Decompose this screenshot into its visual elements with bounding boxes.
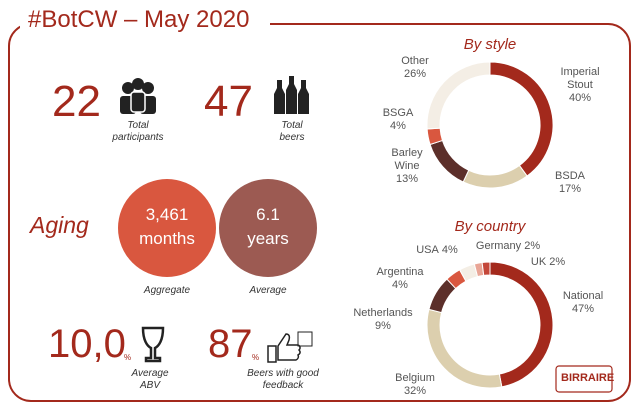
donut-segment bbox=[481, 261, 491, 276]
aggregate-label: Aggregate bbox=[143, 285, 191, 296]
segment-value: 4% bbox=[392, 279, 408, 291]
segment-value: 26% bbox=[403, 68, 427, 80]
chart-title: By style bbox=[463, 36, 517, 53]
page-title: #BotCW – May 2020 bbox=[28, 6, 250, 33]
segment-label: Other 26% bbox=[401, 55, 429, 81]
donut-segment bbox=[426, 61, 491, 130]
chart-title: By country bbox=[454, 218, 526, 235]
donut-segment bbox=[489, 61, 554, 177]
beers-label: Total beers bbox=[279, 120, 305, 143]
segment-name: Belgium bbox=[395, 372, 435, 384]
segment-label: UK 2% bbox=[531, 256, 565, 269]
abv-label: Average ABV bbox=[131, 368, 169, 391]
segment-label: BSGA 4% bbox=[383, 107, 414, 133]
segment-value: 2% bbox=[524, 240, 541, 252]
glass-icon bbox=[141, 326, 165, 363]
segment-name: Netherlands bbox=[353, 307, 413, 319]
segment-value: 4% bbox=[390, 120, 406, 132]
feedback-unit: % bbox=[252, 353, 260, 362]
logo-badge bbox=[555, 365, 613, 393]
segment-name: BSDA bbox=[555, 170, 585, 182]
segment-label: BSDA 17% bbox=[555, 170, 585, 196]
frame bbox=[8, 23, 631, 402]
segment-label: Netherlands 9% bbox=[353, 307, 412, 333]
abv-unit: % bbox=[124, 353, 132, 362]
participants-label: Total participants bbox=[112, 120, 164, 143]
thumbs-up-icon bbox=[267, 333, 301, 363]
segment-value: 4% bbox=[441, 244, 458, 256]
bottles-icon bbox=[274, 76, 309, 114]
people-icon bbox=[120, 78, 156, 114]
aggregate-value: 3,461 bbox=[145, 205, 189, 224]
donut-segment bbox=[489, 261, 554, 388]
beers-value: 47 bbox=[204, 77, 253, 126]
feedback-label: Beers with good feedback bbox=[247, 368, 319, 391]
segment-value: 2% bbox=[549, 256, 566, 268]
average-value: 6.1 bbox=[256, 205, 280, 224]
aggregate-unit: months bbox=[139, 229, 195, 248]
segment-label: Argentina 4% bbox=[376, 266, 423, 292]
logo: BIRRAIRE bbox=[561, 372, 615, 384]
chat-icon bbox=[297, 331, 313, 347]
segment-label: USA 4% bbox=[416, 244, 458, 257]
segment-label: Imperial Stout 40% bbox=[555, 66, 605, 105]
feedback-value: 87 bbox=[208, 322, 253, 366]
segment-label: Barley Wine 13% bbox=[387, 147, 427, 186]
segment-name: Argentina bbox=[376, 266, 424, 278]
segment-value: 40% bbox=[568, 92, 592, 104]
donut-segment bbox=[462, 164, 528, 189]
segment-name: Imperial Stout bbox=[560, 66, 600, 91]
segment-name: USA bbox=[416, 244, 439, 256]
segment-name: Germany bbox=[475, 240, 522, 252]
average-label: Average bbox=[249, 285, 287, 296]
segment-name: UK bbox=[530, 256, 547, 268]
segment-value: 13% bbox=[395, 173, 419, 185]
segment-value: 17% bbox=[558, 183, 582, 195]
average-circle bbox=[219, 179, 317, 277]
segment-label: Germany 2% bbox=[476, 240, 540, 253]
donut-segment bbox=[426, 308, 503, 389]
segment-name: BSGA bbox=[382, 107, 414, 119]
segment-value: 47% bbox=[571, 303, 595, 315]
segment-value: 9% bbox=[375, 320, 391, 332]
segment-name: Other bbox=[401, 55, 429, 67]
segment-name: National bbox=[562, 290, 604, 302]
average-unit: years bbox=[247, 229, 289, 248]
donut-segment bbox=[429, 139, 470, 183]
segment-value: 32% bbox=[403, 385, 427, 397]
segment-label: Belgium 32% bbox=[395, 372, 435, 398]
participants-value: 22 bbox=[52, 77, 101, 126]
aggregate-circle bbox=[118, 179, 216, 277]
abv-value: 10,0 bbox=[48, 322, 126, 366]
segment-name: Barley Wine bbox=[391, 147, 423, 172]
segment-label: National 47% bbox=[563, 290, 603, 316]
aging-title: Aging bbox=[30, 212, 89, 238]
title-gap bbox=[20, 8, 270, 38]
